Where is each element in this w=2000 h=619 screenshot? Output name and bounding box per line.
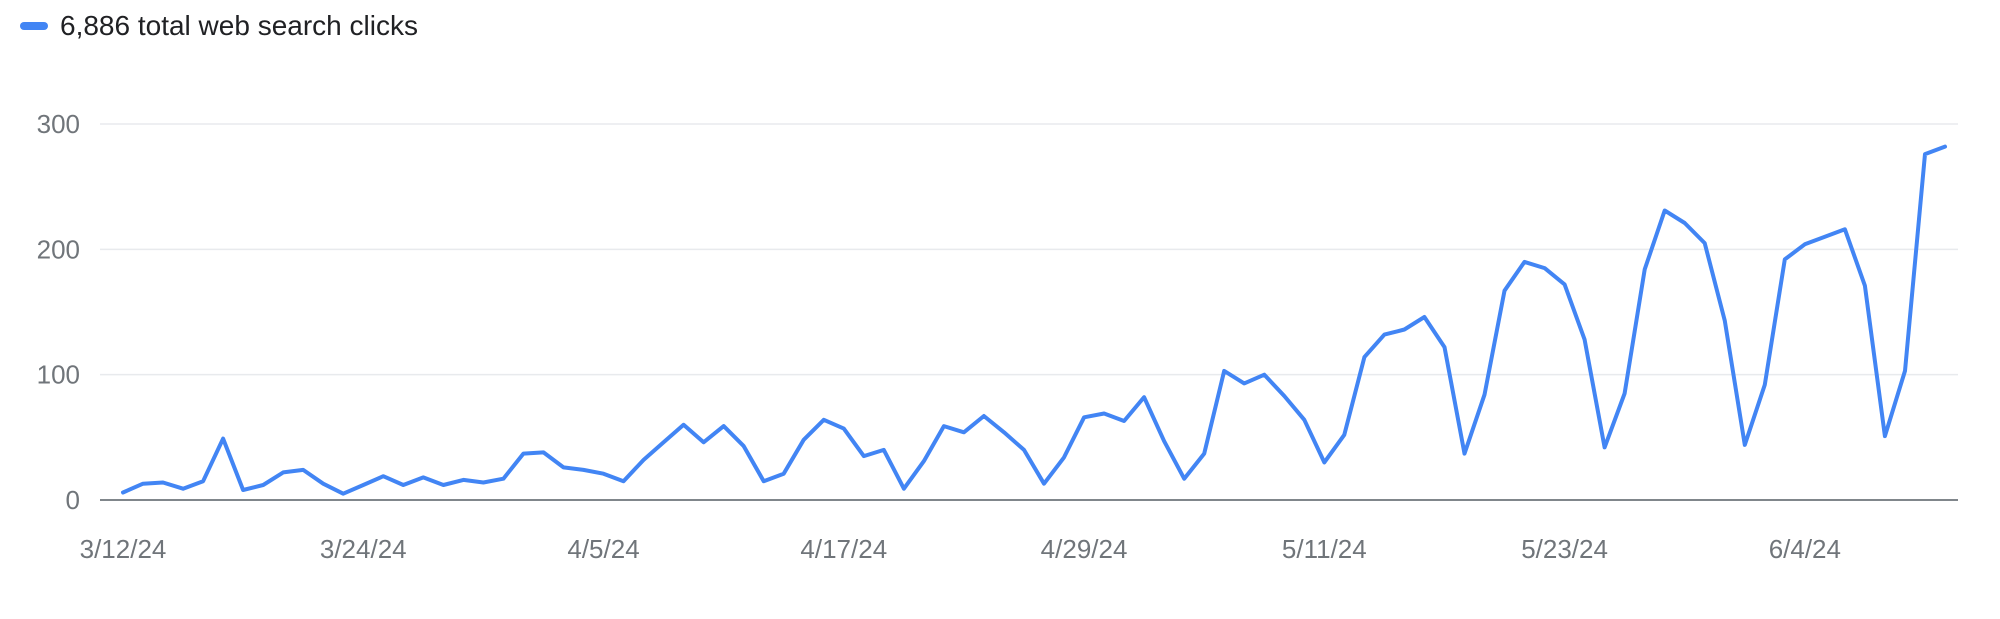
x-tick-label: 3/24/24 — [320, 534, 407, 564]
y-tick-label: 200 — [37, 234, 80, 264]
legend[interactable]: 6,886 total web search clicks — [20, 10, 418, 42]
x-tick-label: 5/23/24 — [1521, 534, 1608, 564]
legend-swatch — [20, 22, 48, 30]
x-tick-label: 5/11/24 — [1282, 534, 1367, 564]
x-tick-label: 4/17/24 — [800, 534, 887, 564]
x-tick-label: 3/12/24 — [80, 534, 167, 564]
series-line — [121, 144, 1947, 496]
x-tick-label: 4/29/24 — [1041, 534, 1128, 564]
y-tick-label: 0 — [66, 485, 80, 515]
y-tick-label: 300 — [37, 109, 80, 139]
legend-label: 6,886 total web search clicks — [60, 10, 418, 41]
x-tick-label: 4/5/24 — [567, 534, 639, 564]
y-tick-label: 100 — [37, 360, 80, 390]
x-tick-label: 6/4/24 — [1769, 534, 1841, 564]
